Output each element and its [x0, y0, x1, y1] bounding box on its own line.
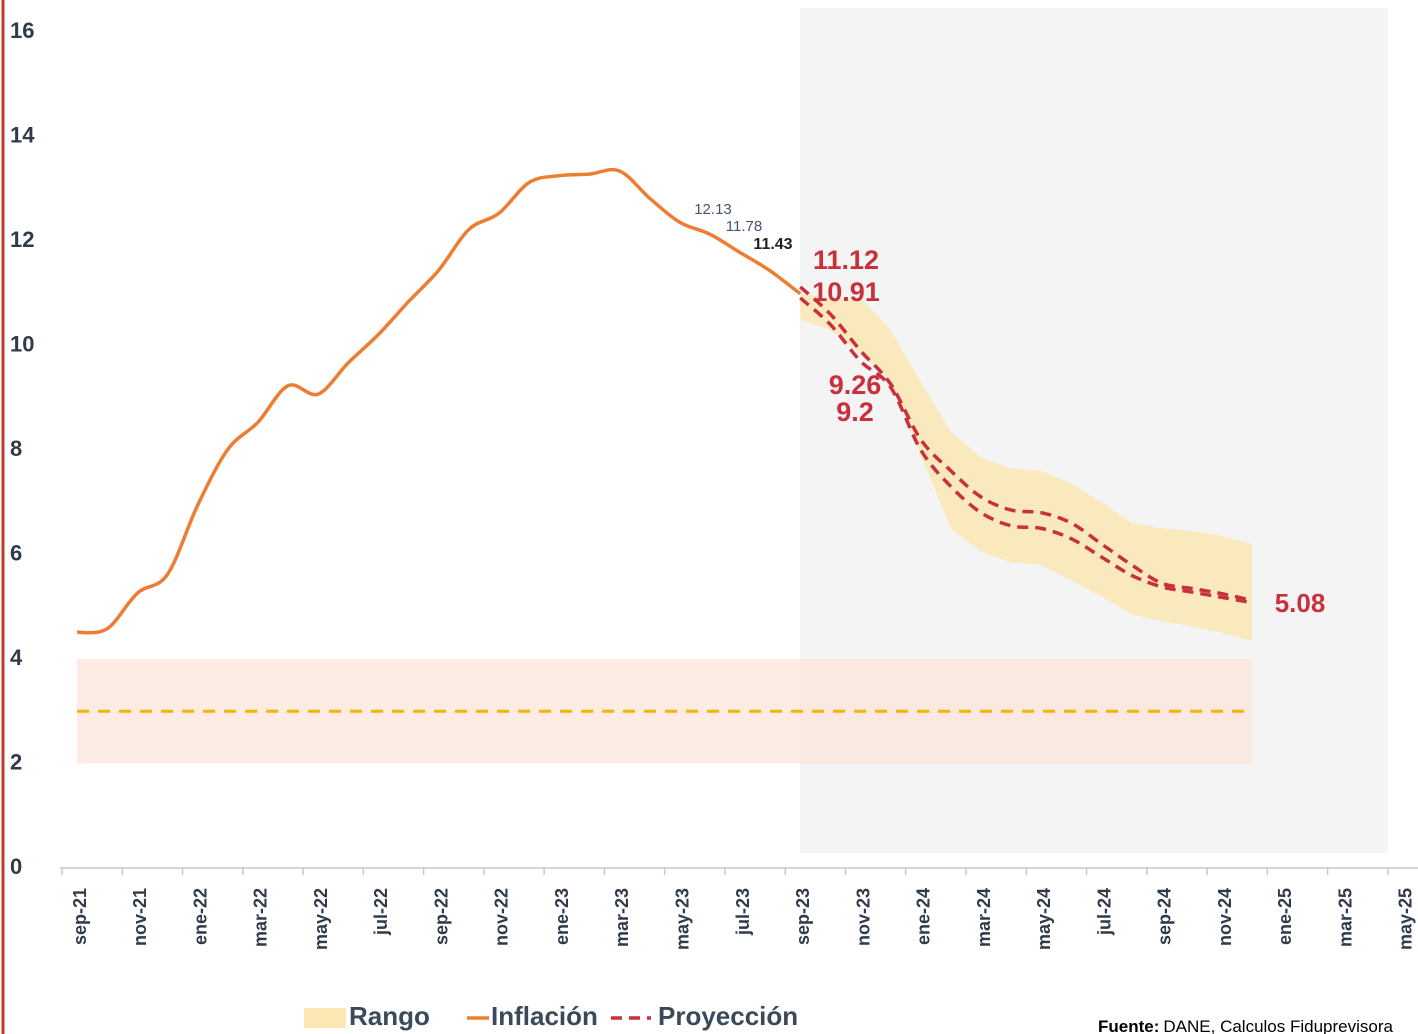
x-tick-label: mar-23	[612, 888, 632, 947]
legend: Rango Inflación Proyección	[304, 1001, 798, 1031]
x-tick-label: jul-22	[371, 888, 391, 936]
x-tick-label: may-24	[1034, 888, 1054, 950]
source-label: Fuente:	[1098, 1017, 1159, 1034]
x-tick-label: sep-24	[1155, 888, 1175, 945]
data-label: 11.12	[813, 245, 879, 275]
legend-label: Proyección	[658, 1001, 798, 1031]
data-label: 5.08	[1275, 588, 1326, 618]
legend-label: Rango	[349, 1001, 430, 1031]
x-tick-label: ene-23	[552, 888, 572, 945]
y-tick-label: 6	[10, 540, 22, 565]
data-label: 10.91	[812, 277, 880, 307]
x-tick-label: mar-25	[1335, 888, 1355, 947]
x-tick-label: may-25	[1396, 888, 1416, 950]
x-tick-label: nov-23	[853, 888, 873, 946]
x-tick-label: nov-21	[130, 888, 150, 946]
x-tick-label: may-22	[311, 888, 331, 950]
projection-line	[799, 296, 1253, 605]
x-tick-label: mar-22	[251, 888, 271, 947]
x-tick-label: nov-22	[492, 888, 512, 946]
data-label: 9.26	[829, 370, 882, 400]
x-tick-label: nov-24	[1215, 888, 1235, 946]
x-tick-label: jul-23	[733, 888, 753, 936]
y-tick-label: 8	[10, 436, 22, 461]
x-tick-label: may-23	[672, 888, 692, 950]
inflation-line	[76, 167, 802, 635]
data-label: 9.2	[836, 397, 874, 427]
x-tick-label: ene-25	[1275, 888, 1295, 945]
source-text: DANE, Calculos Fiduprevisora	[1163, 1017, 1393, 1034]
x-tick-label: ene-24	[914, 888, 934, 945]
x-tick-label: mar-24	[974, 888, 994, 947]
data-label: 12.13	[694, 201, 732, 218]
y-tick-label: 2	[10, 749, 22, 774]
y-tick-label: 0	[10, 854, 22, 879]
y-tick-label: 4	[10, 645, 23, 670]
x-tick-label: ene-22	[190, 888, 210, 945]
y-tick-label: 12	[10, 227, 34, 252]
source: Fuente: DANE, Calculos Fiduprevisora	[1098, 1017, 1394, 1034]
y-tick-label: 16	[10, 18, 34, 43]
y-tick-label: 10	[10, 331, 34, 356]
data-label: 11.43	[753, 236, 792, 253]
y-tick-label: 14	[10, 122, 35, 147]
projection-line	[799, 285, 1253, 603]
x-tick-label: sep-23	[793, 888, 813, 945]
legend-swatch	[304, 1008, 346, 1028]
data-label: 11.78	[726, 218, 762, 235]
x-tick-label: sep-21	[70, 888, 90, 945]
x-tick-label: sep-22	[431, 888, 451, 945]
x-tick-label: jul-24	[1094, 888, 1114, 936]
range-area	[800, 293, 1253, 641]
legend-label: Inflación	[491, 1001, 598, 1031]
